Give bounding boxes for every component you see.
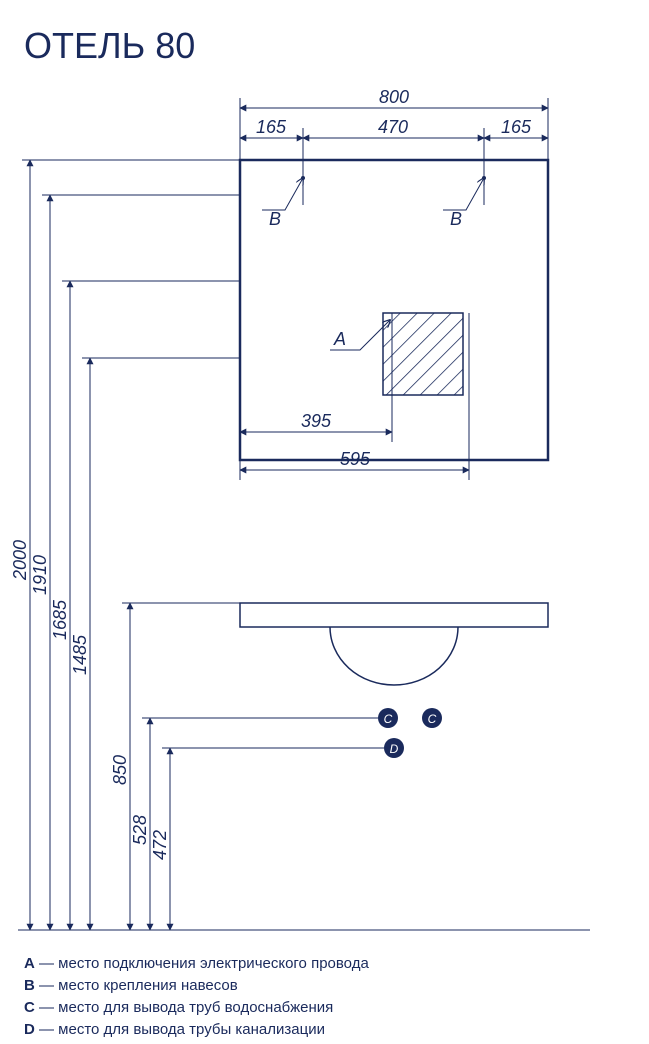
label-c-left: C xyxy=(384,712,393,726)
legend-key-d: D xyxy=(24,1021,35,1038)
legend-key-c: C xyxy=(24,999,35,1016)
label-b-left: B xyxy=(269,209,281,229)
dim-165a: 165 xyxy=(256,117,287,137)
dim-470: 470 xyxy=(378,117,408,137)
countertop xyxy=(240,603,548,627)
label-b-right: B xyxy=(450,209,462,229)
dim-1685: 1685 xyxy=(50,599,70,640)
svg-text:C — место для вывода труб водо: C — место для вывода труб водоснабжения xyxy=(24,999,333,1016)
dim-472: 472 xyxy=(150,830,170,860)
label-d: D xyxy=(390,742,399,756)
dim-2000: 2000 xyxy=(10,540,30,581)
sink-bowl xyxy=(330,627,458,685)
svg-text:A — место подключения электрич: A — место подключения электрического про… xyxy=(24,955,369,972)
label-a: A xyxy=(333,329,346,349)
dim-528: 528 xyxy=(130,815,150,845)
dim-800: 800 xyxy=(379,87,409,107)
dim-1485: 1485 xyxy=(70,634,90,675)
region-a xyxy=(383,313,463,395)
dim-1910: 1910 xyxy=(30,555,50,595)
legend-key-a: A xyxy=(24,955,35,972)
legend-text-c: — место для вывода труб водоснабжения xyxy=(35,999,333,1016)
legend-text-d: — место для вывода трубы канализации xyxy=(35,1021,325,1038)
label-c-right: C xyxy=(428,712,437,726)
legend: A — место подключения электрического про… xyxy=(24,955,369,1038)
dim-595: 595 xyxy=(340,449,371,469)
svg-text:D — место для вывода трубы кан: D — место для вывода трубы канализации xyxy=(24,1021,325,1038)
dim-395: 395 xyxy=(301,411,332,431)
legend-text-b: — место крепления навесов xyxy=(35,977,238,994)
page-title: ОТЕЛЬ 80 xyxy=(24,25,195,66)
dim-850: 850 xyxy=(110,755,130,785)
dim-165b: 165 xyxy=(501,117,532,137)
legend-text-a: — место подключения электрического прово… xyxy=(35,955,370,972)
mirror-outline xyxy=(240,160,548,460)
legend-key-b: B xyxy=(24,977,35,994)
svg-text:B — место крепления навесов: B — место крепления навесов xyxy=(24,977,238,994)
diagram-svg: ОТЕЛЬ 80 800 165 470 165 B B A 395 595 C xyxy=(0,0,649,1044)
